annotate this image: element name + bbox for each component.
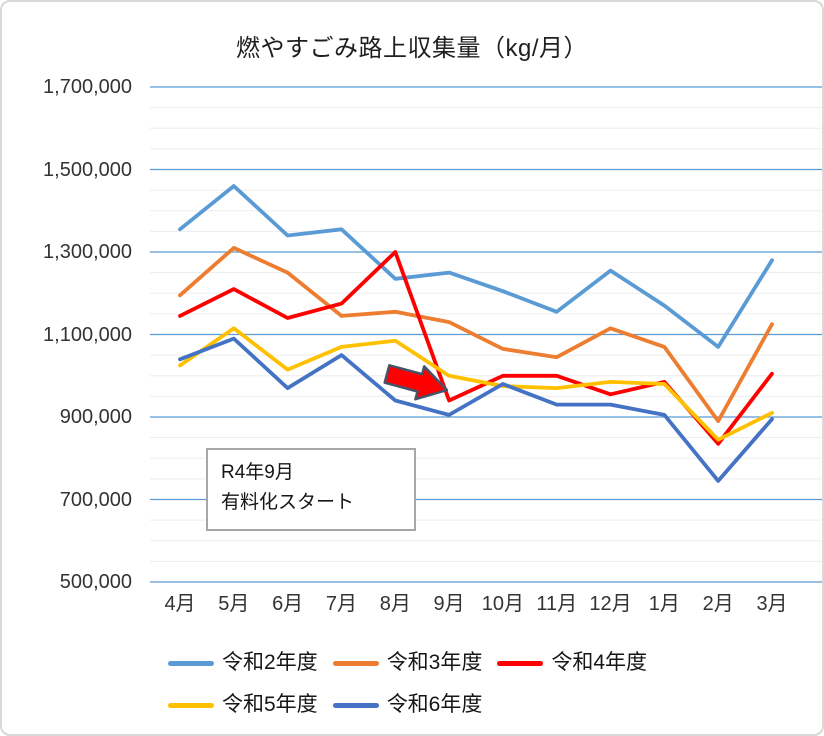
annotation-line-1: R4年9月 — [221, 462, 294, 483]
legend-item: 令和3年度 — [332, 650, 483, 676]
x-axis-tick-label: 5月 — [218, 593, 250, 615]
legend-item: 令和6年度 — [332, 692, 483, 718]
legend-label: 令和4年度 — [551, 651, 648, 674]
x-axis-tick-label: 4月 — [164, 593, 196, 615]
y-axis-tick-label: 1,300,000 — [43, 241, 132, 263]
legend-label: 令和2年度 — [222, 651, 318, 674]
legend-swatch-icon — [168, 702, 214, 708]
series-line-1 — [178, 184, 774, 349]
y-axis-tick-label: 900,000 — [59, 406, 132, 428]
legend-swatch-icon — [332, 702, 379, 708]
x-axis-tick-label: 12月 — [589, 593, 632, 615]
y-axis-tick-label: 500,000 — [59, 571, 132, 593]
annotation-line-2: 有料化スタート — [221, 492, 355, 513]
series-line-5 — [178, 336, 774, 483]
x-axis-tick-label: 1月 — [648, 593, 680, 615]
x-axis-tick-label: 11月 — [536, 593, 578, 615]
x-axis-tick-label: 2月 — [702, 593, 734, 615]
x-axis-tick-label: 3月 — [756, 593, 788, 615]
chart-title: 燃やすごみ路上収集量（kg/月） — [235, 35, 588, 62]
x-axis-tick-label: 7月 — [325, 593, 358, 615]
x-axis-tick-label: 10月 — [481, 593, 525, 615]
y-axis-tick-label: 700,000 — [59, 488, 132, 511]
y-axis-tick-label: 1,700,000 — [43, 76, 132, 98]
x-axis-tick-label: 6月 — [272, 593, 304, 615]
legend-item: 令和5年度 — [168, 692, 318, 718]
y-axis-tick-label: 1,100,000 — [43, 323, 132, 346]
legend-label: 令和3年度 — [386, 651, 483, 674]
legend-swatch-icon — [168, 660, 214, 666]
x-axis-tick-label: 9月 — [433, 593, 465, 615]
legend-item: 令和2年度 — [168, 650, 318, 676]
annotation-box: R4年9月 有料化スタート — [206, 448, 416, 531]
legend-swatch-icon — [497, 660, 544, 666]
series-line-4 — [178, 326, 774, 442]
legend-label: 令和6年度 — [386, 693, 483, 716]
legend-swatch-icon — [332, 660, 379, 666]
y-axis-tick-label: 1,500,000 — [43, 158, 132, 181]
legend-row-1: 令和2年度 令和3年度 令和4年度 — [168, 650, 647, 676]
legend-row-2: 令和5年度 令和6年度 — [168, 692, 482, 718]
highlight-arrow-icon — [383, 364, 449, 401]
legend-label: 令和5年度 — [222, 693, 318, 716]
x-axis-tick-label: 8月 — [379, 593, 411, 615]
legend-item: 令和4年度 — [497, 650, 647, 676]
series-line-2 — [178, 245, 774, 424]
